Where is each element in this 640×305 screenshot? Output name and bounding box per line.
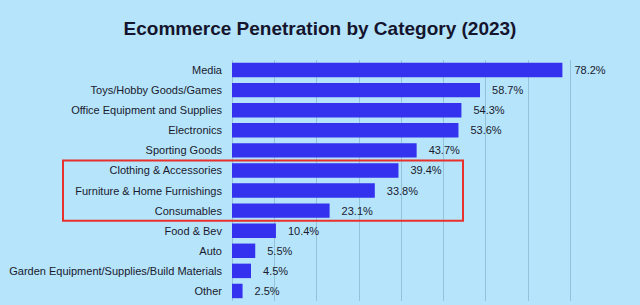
svg-text:Other: Other — [194, 285, 222, 297]
svg-text:Furniture & Home Furnishings: Furniture & Home Furnishings — [75, 185, 222, 197]
svg-text:58.7%: 58.7% — [492, 84, 523, 96]
svg-text:Office Equipment and Supplies: Office Equipment and Supplies — [71, 104, 222, 116]
svg-text:Ecommerce Penetration by Categ: Ecommerce Penetration by Category (2023) — [124, 18, 517, 39]
svg-text:53.6%: 53.6% — [470, 124, 501, 136]
svg-text:Media: Media — [192, 64, 223, 76]
svg-text:5.5%: 5.5% — [267, 245, 292, 257]
svg-text:43.7%: 43.7% — [429, 144, 460, 156]
svg-text:Electronics: Electronics — [168, 124, 222, 136]
svg-text:Sporting Goods: Sporting Goods — [146, 144, 223, 156]
svg-text:Food & Bev: Food & Bev — [165, 225, 223, 237]
svg-text:2.5%: 2.5% — [255, 285, 280, 297]
svg-text:23.1%: 23.1% — [342, 205, 373, 217]
svg-text:10.4%: 10.4% — [288, 225, 319, 237]
svg-text:Toys/Hobby Goods/Games: Toys/Hobby Goods/Games — [91, 84, 223, 96]
svg-text:54.3%: 54.3% — [473, 104, 504, 116]
svg-text:Garden Equipment/Supplies/Buil: Garden Equipment/Supplies/Build Material… — [9, 265, 222, 277]
svg-text:78.2%: 78.2% — [574, 64, 605, 76]
svg-text:39.4%: 39.4% — [410, 164, 441, 176]
svg-text:Consumables: Consumables — [155, 205, 223, 217]
svg-text:33.8%: 33.8% — [387, 185, 418, 197]
svg-text:Auto: Auto — [199, 245, 222, 257]
svg-text:4.5%: 4.5% — [263, 265, 288, 277]
svg-text:Clothing & Accessories: Clothing & Accessories — [110, 164, 223, 176]
